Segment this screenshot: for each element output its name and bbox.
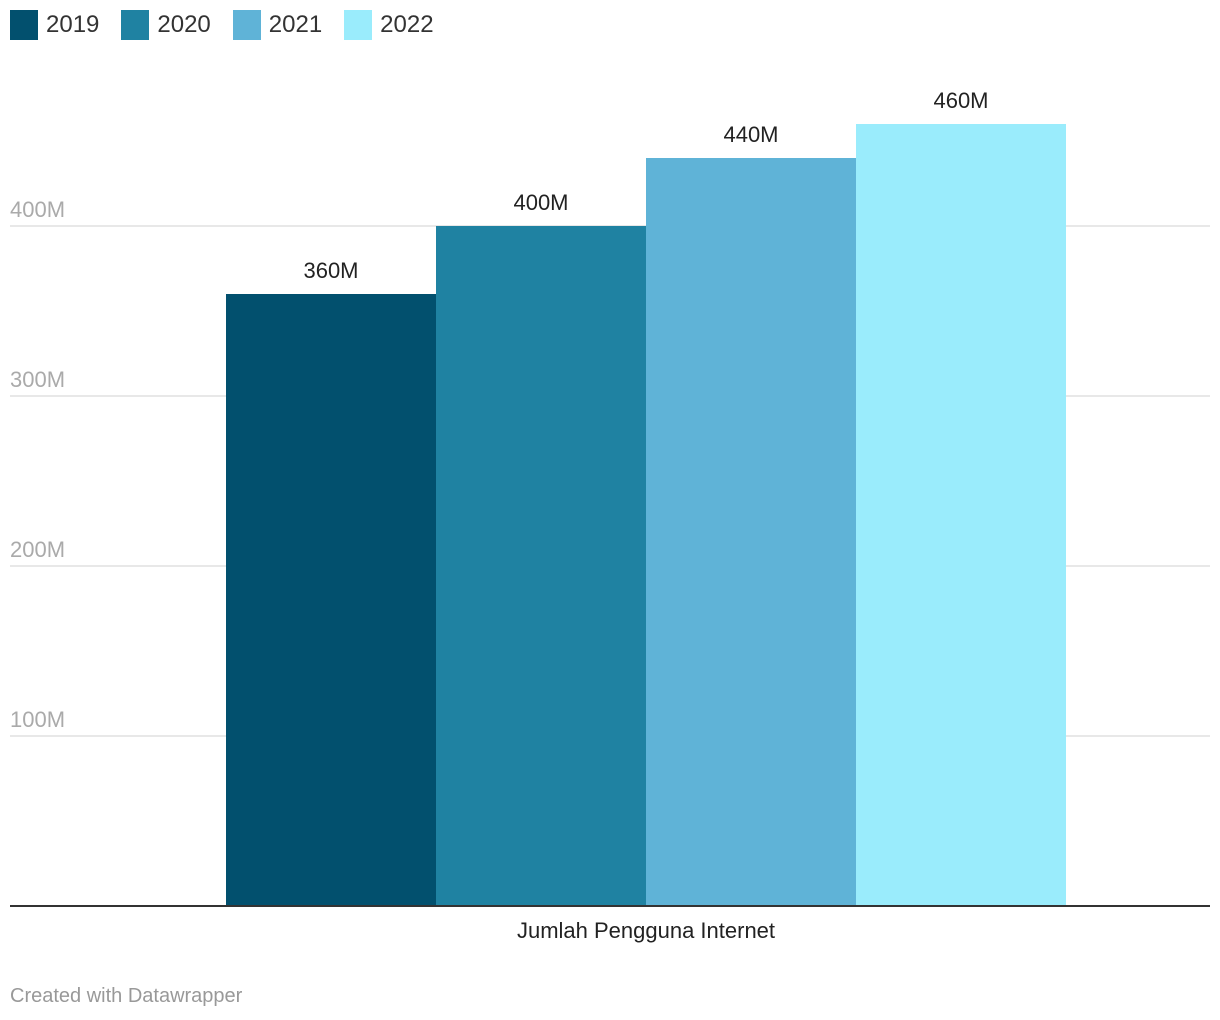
y-tick-label: 200M: [10, 537, 65, 562]
x-category-label: Jumlah Pengguna Internet: [517, 918, 775, 943]
legend-swatch: [10, 10, 38, 40]
legend-label: 2022: [380, 11, 434, 38]
footer-credit: Created with Datawrapper: [10, 985, 243, 1007]
bar-chart: 100M 200M 300M 400M 360M 400M 440M 460M Jumlah P…: [10, 88, 1210, 943]
legend-label: 2021: [268, 11, 323, 38]
legend-label: 2020: [157, 11, 211, 38]
data-label: 360M: [303, 258, 358, 283]
legend-item-2022: 2022: [344, 10, 434, 40]
legend-item-2019: 2019: [10, 10, 99, 40]
y-tick-label: 300M: [10, 367, 65, 392]
legend-swatch: [344, 10, 373, 40]
legend-item-2020: 2020: [121, 10, 211, 40]
bar-2020: [436, 226, 646, 906]
y-tick-label: 400M: [10, 197, 65, 222]
data-label: 400M: [513, 190, 568, 215]
legend-item-2021: 2021: [232, 10, 323, 40]
bar-2021: [646, 158, 856, 906]
data-label: 440M: [723, 122, 778, 147]
legend-swatch: [121, 10, 150, 40]
legend-swatch: [232, 10, 261, 40]
bar-2022: [856, 124, 1066, 906]
y-tick-label: 100M: [10, 707, 65, 732]
bar-2019: [226, 294, 436, 906]
data-label: 460M: [933, 88, 988, 113]
legend-label: 2019: [46, 11, 100, 38]
legend: 2019 2020 2021 2022: [10, 10, 456, 40]
